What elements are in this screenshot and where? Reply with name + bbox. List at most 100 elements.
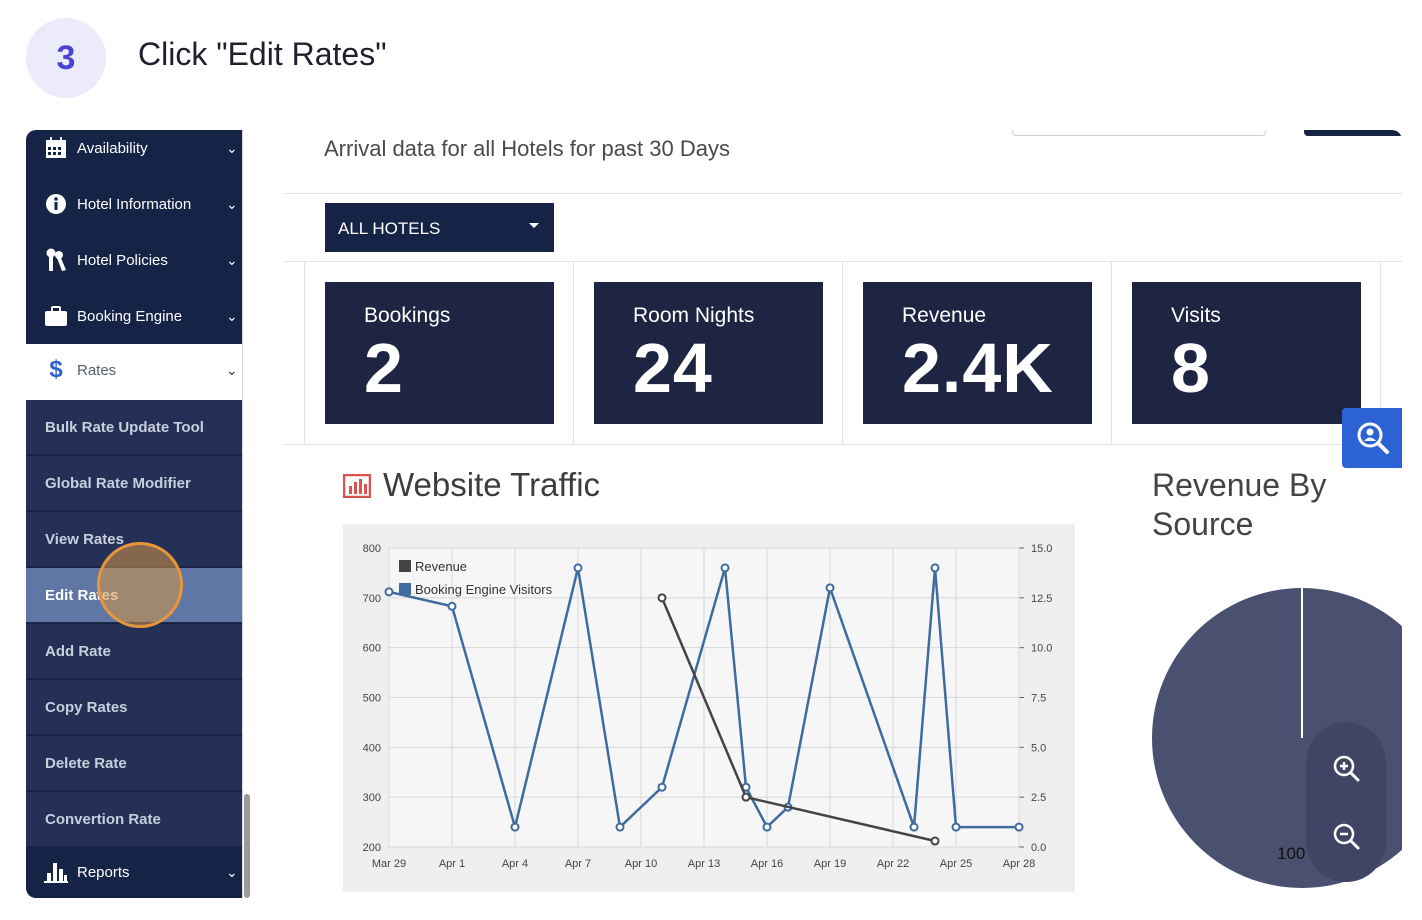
website-traffic-title: Website Traffic <box>383 466 601 503</box>
submenu-item-copy-rates[interactable]: Copy Rates <box>26 680 242 735</box>
submenu-item-global-rate-modifier[interactable]: Global Rate Modifier <box>26 456 242 511</box>
hotel-select[interactable]: ALL HOTELS <box>325 203 554 252</box>
submenu-item-delete-rate[interactable]: Delete Rate <box>26 736 242 791</box>
date-range-input[interactable] <box>1012 130 1266 136</box>
chevron-down-icon: ⌄ <box>226 140 238 156</box>
x-tick-label: Apr 25 <box>940 858 972 870</box>
bar-chart-icon <box>343 474 371 498</box>
bar-chart-icon <box>44 860 68 884</box>
stat-label: Revenue <box>902 304 987 327</box>
data-point-visitors <box>825 583 835 593</box>
data-point-visitors <box>909 822 919 832</box>
submenu-item-add-rate[interactable]: Add Rate <box>26 624 242 679</box>
info-icon <box>44 192 68 216</box>
sidebar-item-availability[interactable]: Availability ⌄ <box>26 130 242 178</box>
revenue-by-source-title: Revenue By Source <box>1152 467 1327 542</box>
sidebar-scrollbar-thumb[interactable] <box>244 794 250 898</box>
sidebar-item-hotel-policies[interactable]: Hotel Policies ⌄ <box>26 234 242 290</box>
website-traffic-chart: 200 300 400 500 600 700 800 0.0 2.5 5.0 7.5 10.0 12.… <box>343 524 1075 892</box>
stat-value: 2 <box>364 329 404 407</box>
data-point-visitors <box>510 822 520 832</box>
zoom-in-icon <box>1333 755 1360 782</box>
sidebar-item-booking-engine[interactable]: Booking Engine ⌄ <box>26 290 242 346</box>
traffic-chart-svg: 200 300 400 500 600 700 800 0.0 2.5 5.0 7.5 10.0 12.… <box>363 543 1053 870</box>
x-tick-label: Apr 19 <box>814 858 846 870</box>
stat-value: 2.4K <box>902 329 1054 407</box>
divider <box>842 262 843 444</box>
dollar-icon: $ <box>49 356 63 383</box>
sidebar-item-label: Availability <box>77 140 148 157</box>
data-point-visitors <box>615 822 625 832</box>
x-tick-label: Apr 7 <box>565 858 591 870</box>
y-left-tick-label: 200 <box>363 842 381 854</box>
chevron-down-icon: ⌄ <box>226 308 238 324</box>
app-screenshot-frame: Availability ⌄ Hotel Information ⌄ Hotel… <box>26 130 1402 898</box>
sidebar-item-hotel-information[interactable]: Hotel Information ⌄ <box>26 178 242 234</box>
step-number-badge: 3 <box>26 18 106 98</box>
y-right-tick-label: 10.0 <box>1031 643 1052 655</box>
sidebar-item-label: Hotel Information <box>77 196 192 213</box>
submenu-item-label: Add Rate <box>45 643 111 660</box>
chevron-down-icon: ⌄ <box>226 252 238 268</box>
submenu-item-bulk-rate-update-tool[interactable]: Bulk Rate Update Tool <box>26 400 242 455</box>
pie-slice-label: 100 <box>1277 844 1306 863</box>
zoom-controls <box>1306 722 1386 882</box>
stat-card-revenue: Revenue 2.4K <box>863 282 1092 424</box>
divider <box>1111 262 1112 444</box>
main-content: Arrival data for all Hotels for past 30 … <box>254 130 1402 898</box>
caret-down-icon <box>529 223 539 228</box>
keys-icon <box>44 248 68 272</box>
y-right-tick-label: 7.5 <box>1031 693 1046 705</box>
data-point-visitors <box>930 563 940 573</box>
search-user-icon <box>1357 422 1389 454</box>
chevron-down-icon: ⌄ <box>226 864 238 880</box>
y-left-tick-label: 700 <box>363 593 381 605</box>
x-tick-label: Apr 16 <box>751 858 783 870</box>
x-tick-label: Apr 22 <box>877 858 909 870</box>
stat-card-room-nights: Room Nights 24 <box>594 282 823 424</box>
data-point-visitors <box>384 587 394 597</box>
sidebar-scrollbar[interactable] <box>242 130 254 898</box>
search-people-button[interactable] <box>1342 408 1402 468</box>
data-point-revenue <box>741 792 751 802</box>
briefcase-icon <box>44 304 68 328</box>
data-point-visitors <box>447 601 457 611</box>
data-point-visitors <box>657 782 667 792</box>
step-title: Click "Edit Rates" <box>138 36 387 72</box>
sidebar-item-label: Booking Engine <box>77 308 183 325</box>
legend-label: Booking Engine Visitors <box>415 582 553 597</box>
x-tick-label: Apr 1 <box>439 858 465 870</box>
y-left-tick-label: 500 <box>363 693 381 705</box>
y-left-tick-label: 300 <box>363 792 381 804</box>
click-highlight <box>97 542 183 628</box>
page-subtitle: Arrival data for all Hotels for past 30 … <box>324 136 730 161</box>
zoom-out-button[interactable] <box>1326 816 1366 856</box>
step-header: 3 Click "Edit Rates" <box>0 0 1422 112</box>
stat-value: 8 <box>1171 329 1211 407</box>
submenu-item-label: Delete Rate <box>45 755 127 772</box>
zoom-in-button[interactable] <box>1326 748 1366 788</box>
data-point-visitors <box>720 563 730 573</box>
legend-swatch <box>399 583 411 595</box>
filter-button[interactable] <box>1304 130 1402 136</box>
sidebar-item-label: Rates <box>77 362 117 379</box>
x-tick-label: Apr 13 <box>688 858 720 870</box>
sidebar-item-reports[interactable]: Reports ⌄ <box>26 846 242 898</box>
chevron-down-icon: ⌄ <box>226 362 238 378</box>
y-left-tick-label: 400 <box>363 742 381 754</box>
data-point-visitors <box>573 563 583 573</box>
submenu-item-convertion-rate[interactable]: Convertion Rate <box>26 792 242 847</box>
x-tick-label: Apr 10 <box>625 858 657 870</box>
divider <box>1380 262 1381 444</box>
y-left-tick-label: 800 <box>363 543 381 555</box>
submenu-item-label: Bulk Rate Update Tool <box>45 419 204 436</box>
data-point-visitors <box>762 822 772 832</box>
sidebar: Availability ⌄ Hotel Information ⌄ Hotel… <box>26 130 242 898</box>
legend-swatch <box>399 560 411 572</box>
sidebar-item-rates[interactable]: $ Rates ⌄ <box>26 344 242 400</box>
x-tick-label: Apr 28 <box>1003 858 1035 870</box>
data-point-revenue <box>930 836 940 846</box>
sidebar-item-label: Reports <box>77 864 130 881</box>
data-point-visitors <box>1014 822 1024 832</box>
submenu-item-label: Convertion Rate <box>45 811 161 828</box>
